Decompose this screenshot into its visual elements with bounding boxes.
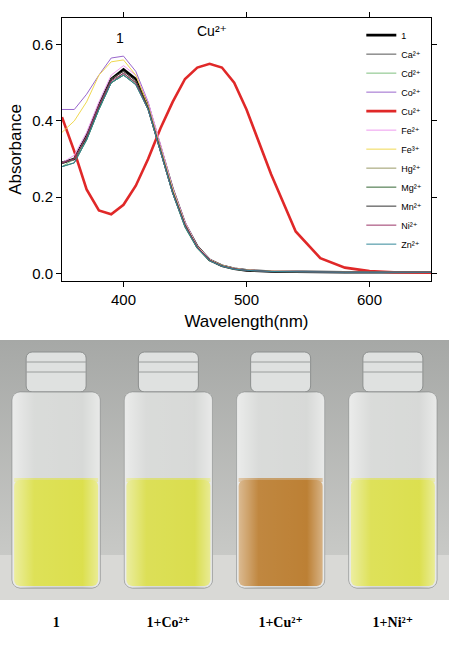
svg-text:Hg²⁺: Hg²⁺	[401, 164, 421, 174]
svg-text:Wavelength(nm): Wavelength(nm)	[184, 312, 308, 331]
svg-text:0.2: 0.2	[32, 188, 53, 205]
svg-text:Ni²⁺: Ni²⁺	[401, 221, 417, 231]
svg-text:1+Co²⁺: 1+Co²⁺	[147, 615, 191, 630]
svg-text:1: 1	[116, 30, 124, 46]
svg-text:1: 1	[53, 615, 60, 630]
svg-text:Mg²⁺: Mg²⁺	[401, 183, 421, 193]
svg-text:Zn²⁺: Zn²⁺	[401, 240, 420, 250]
svg-text:Cu²⁺: Cu²⁺	[197, 23, 227, 39]
svg-text:400: 400	[111, 291, 136, 308]
svg-text:Co²⁺: Co²⁺	[401, 88, 421, 98]
svg-text:Ca²⁺: Ca²⁺	[401, 50, 421, 60]
svg-text:Cd²⁺: Cd²⁺	[401, 69, 421, 79]
svg-text:Mn²⁺: Mn²⁺	[401, 202, 421, 212]
svg-text:1+Cu²⁺: 1+Cu²⁺	[258, 615, 302, 630]
svg-text:Fe³⁺: Fe³⁺	[401, 145, 420, 155]
svg-text:1+Ni²⁺: 1+Ni²⁺	[373, 615, 414, 630]
svg-text:1: 1	[401, 31, 406, 41]
svg-text:Cu²⁺: Cu²⁺	[401, 107, 421, 117]
svg-text:500: 500	[234, 291, 259, 308]
svg-text:Absorbance: Absorbance	[6, 104, 25, 195]
svg-text:0.0: 0.0	[32, 265, 53, 282]
svg-text:Fe²⁺: Fe²⁺	[401, 126, 420, 136]
svg-text:0.4: 0.4	[32, 112, 53, 129]
svg-text:0.6: 0.6	[32, 36, 53, 53]
svg-text:600: 600	[357, 291, 382, 308]
